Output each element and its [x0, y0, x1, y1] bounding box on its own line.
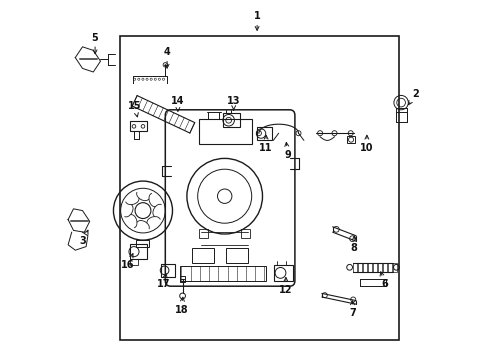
Bar — [392, 263, 396, 272]
Bar — [130, 259, 138, 265]
Bar — [352, 263, 356, 272]
Bar — [226, 248, 247, 263]
Bar — [179, 276, 185, 282]
Text: 2: 2 — [407, 89, 418, 105]
Text: 8: 8 — [350, 236, 357, 253]
Text: 6: 6 — [379, 272, 387, 289]
Text: 1: 1 — [253, 11, 260, 30]
Bar — [372, 263, 376, 272]
Text: 17: 17 — [157, 274, 170, 289]
Bar — [199, 229, 208, 238]
Text: 9: 9 — [284, 143, 290, 160]
Bar — [357, 263, 362, 272]
Bar — [192, 248, 213, 263]
Text: 10: 10 — [360, 135, 373, 153]
Text: 18: 18 — [174, 297, 188, 315]
Bar — [161, 264, 175, 277]
Bar — [346, 136, 354, 143]
Bar — [199, 119, 251, 144]
Bar — [273, 265, 292, 281]
Text: 3: 3 — [79, 230, 88, 246]
Bar — [223, 113, 240, 127]
Text: 16: 16 — [121, 254, 134, 270]
Bar — [367, 263, 371, 272]
Bar — [382, 263, 386, 272]
Bar — [241, 229, 249, 238]
Bar — [387, 263, 391, 272]
Text: 4: 4 — [163, 47, 170, 68]
Bar — [396, 112, 407, 122]
Bar — [120, 36, 399, 340]
Bar — [179, 266, 265, 281]
Bar — [130, 121, 147, 131]
Bar — [136, 240, 149, 247]
Text: 7: 7 — [348, 301, 355, 318]
Text: 11: 11 — [259, 135, 272, 153]
Bar — [363, 263, 366, 272]
Text: 5: 5 — [92, 33, 98, 54]
Bar — [257, 127, 271, 140]
Text: 15: 15 — [128, 101, 141, 117]
Bar — [377, 263, 381, 272]
Text: 14: 14 — [171, 96, 184, 111]
Text: 13: 13 — [226, 96, 240, 110]
Bar — [130, 244, 146, 259]
Text: 12: 12 — [279, 278, 292, 295]
